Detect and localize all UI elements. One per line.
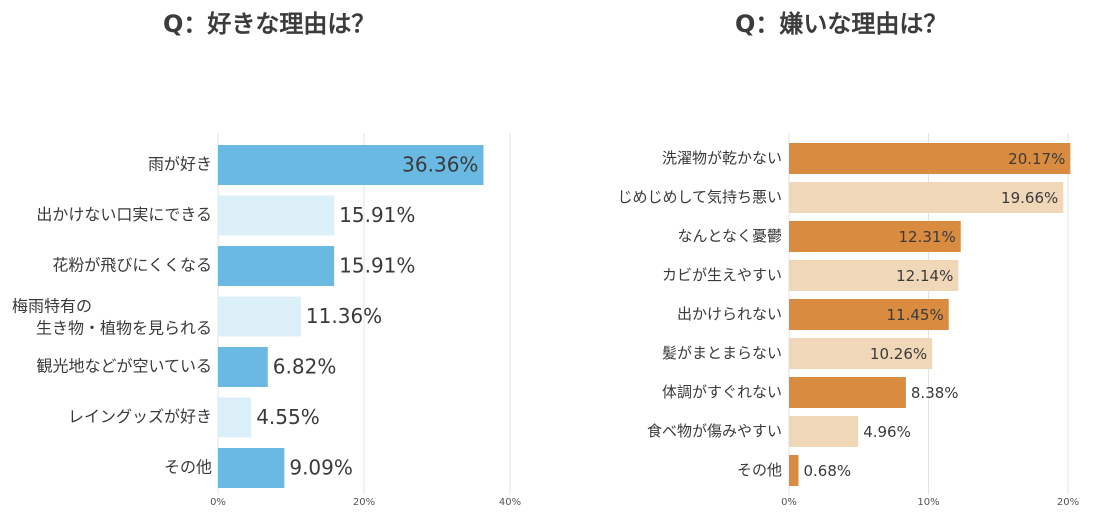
chart-title-dislikes: Q：嫌いな理由は？	[735, 10, 948, 38]
likes-tick-label: 0%	[210, 497, 226, 508]
dislikes-bar	[789, 221, 961, 252]
dislikes-bar	[789, 260, 959, 291]
dislikes-tick-label: 0%	[781, 497, 797, 508]
likes-value-label: 4.55%	[256, 405, 320, 429]
dislikes-value-label: 11.45%	[887, 306, 944, 324]
dislikes-bar	[789, 377, 906, 408]
likes-value-label: 15.91%	[339, 203, 415, 227]
likes-category-label: 梅雨特有の生き物・植物を見られる	[12, 296, 212, 337]
dislikes-bar	[789, 143, 1071, 174]
dislikes-bar	[789, 416, 859, 447]
dislikes-category-label: 髪がまとまらない	[662, 344, 782, 362]
likes-tick-label: 40%	[499, 497, 521, 508]
dislikes-value-label: 12.31%	[899, 228, 956, 246]
likes-category-label: その他	[164, 458, 212, 477]
dislikes-value-label: 0.68%	[803, 462, 851, 480]
dislikes-tick-label: 20%	[1057, 497, 1079, 508]
likes-category-label: 観光地などが空いている	[36, 357, 212, 376]
likes-value-label: 6.82%	[273, 355, 337, 379]
likes-category-label-line: 梅雨特有の	[12, 296, 92, 315]
dislikes-tick-label: 10%	[917, 497, 939, 508]
likes-value-label: 9.09%	[289, 456, 353, 480]
dislikes-category-label: 出かけられない	[677, 305, 782, 323]
dislikes-value-label: 4.96%	[863, 423, 911, 441]
dislikes-category-label: 食べ物が傷みやすい	[647, 422, 782, 440]
dislikes-value-label: 8.38%	[911, 384, 959, 402]
likes-category-label-line: 生き物・植物を見られる	[36, 318, 212, 337]
likes-bar	[218, 448, 285, 488]
dislikes-value-label: 20.17%	[1008, 150, 1065, 168]
dislikes-bar	[789, 299, 949, 330]
dislikes-bar	[789, 338, 933, 369]
likes-bar	[218, 145, 484, 185]
dislikes-category-label: じめじめして気持ち悪い	[617, 188, 782, 206]
likes-bar	[218, 397, 252, 438]
likes-category-label: 出かけない口実にできる	[36, 205, 212, 224]
likes-tick-label: 20%	[353, 497, 375, 508]
dislikes-category-label: その他	[737, 461, 782, 479]
likes-category-label: 花粉が飛びにくくなる	[52, 256, 212, 275]
dislikes-category-label: 体調がすぐれない	[662, 383, 782, 401]
dislikes-category-label: カビが生えやすい	[662, 266, 782, 284]
likes-bar	[218, 195, 335, 236]
likes-category-label: 雨が好き	[148, 155, 212, 174]
likes-bar	[218, 296, 301, 337]
likes-bar	[218, 246, 335, 286]
dislikes-value-label: 19.66%	[1001, 189, 1058, 207]
chart-title-likes: Q：好きな理由は？	[163, 10, 376, 38]
dislikes-bar	[789, 182, 1064, 213]
likes-value-label: 11.36%	[306, 304, 382, 328]
dislikes-value-label: 12.14%	[896, 267, 953, 285]
likes-bar	[218, 347, 268, 387]
dislikes-category-label: 洗濯物が乾かない	[662, 149, 782, 167]
dislikes-category-label: なんとなく憂鬱	[677, 227, 782, 245]
likes-value-label: 15.91%	[339, 254, 415, 278]
likes-category-label: レイングッズが好き	[68, 407, 212, 426]
likes-value-label: 36.36%	[402, 153, 478, 177]
dislikes-bar	[789, 455, 799, 486]
dislikes-value-label: 10.26%	[870, 345, 927, 363]
